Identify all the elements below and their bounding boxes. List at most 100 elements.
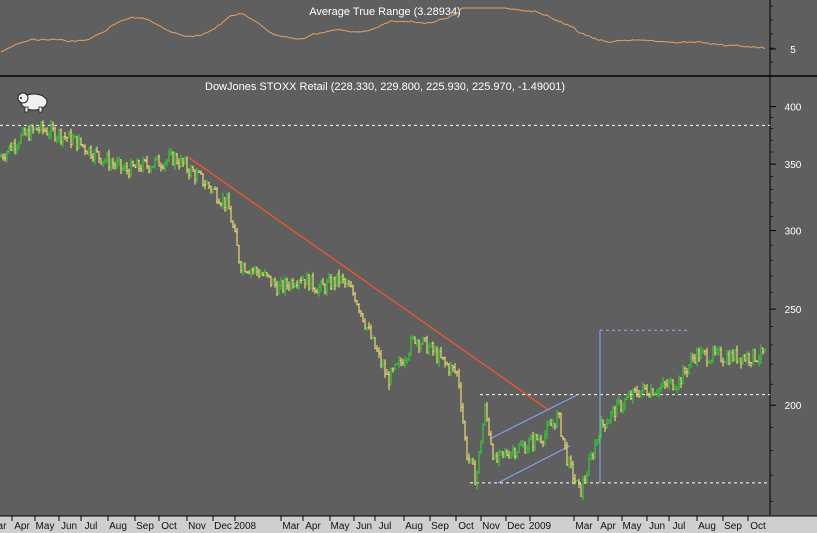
ohlc-bar <box>280 277 282 290</box>
ohlc-bar <box>396 362 398 366</box>
ohlc-bar <box>218 198 220 205</box>
ohlc-bar <box>542 440 544 448</box>
ohlc-bar <box>420 342 422 352</box>
ohlc-bar <box>8 145 10 155</box>
ohlc-bar <box>168 148 170 163</box>
ohlc-bar <box>670 377 672 385</box>
ohlc-bar <box>422 336 424 345</box>
ohlc-bar <box>30 124 32 141</box>
x-tick-label: Jul <box>379 521 392 532</box>
ohlc-bar <box>570 455 572 469</box>
ohlc-bar <box>338 269 340 288</box>
ohlc-bar <box>124 162 126 172</box>
ohlc-bar <box>506 449 508 457</box>
ohlc-bar <box>22 126 24 137</box>
ohlc-bar <box>582 475 584 500</box>
ohlc-bar <box>624 398 626 411</box>
ohlc-bar <box>348 279 350 287</box>
ohlc-bar <box>464 420 466 441</box>
ohlc-bar <box>394 363 396 371</box>
ohlc-bar <box>112 157 114 170</box>
ohlc-bar <box>720 346 722 363</box>
ohlc-bar <box>354 291 356 303</box>
ohlc-bar <box>600 415 602 439</box>
ohlc-bar <box>72 133 74 146</box>
ohlc-bar <box>426 335 428 354</box>
ohlc-bar <box>654 391 656 396</box>
ohlc-bar <box>652 388 654 396</box>
ohlc-bar <box>610 410 612 425</box>
ohlc-bar <box>282 279 284 294</box>
ohlc-bar <box>528 437 530 454</box>
ohlc-bar <box>592 452 594 460</box>
ohlc-bar <box>196 167 198 183</box>
ohlc-bar <box>544 430 546 446</box>
ohlc-bar <box>736 345 738 364</box>
atr-title: Average True Range (3.28934) <box>309 6 460 18</box>
ohlc-bar <box>178 158 180 170</box>
ohlc-bar <box>174 151 176 170</box>
ohlc-bar <box>454 363 456 374</box>
ohlc-bar <box>552 418 554 430</box>
ohlc-bar <box>764 348 766 353</box>
ohlc-bar <box>360 310 362 318</box>
ohlc-bar <box>120 159 122 175</box>
ohlc-bar <box>450 361 452 377</box>
ohlc-bar <box>718 346 720 356</box>
ohlc-bar <box>92 152 94 163</box>
ohlc-bar <box>0 153 2 158</box>
ohlc-bar <box>692 353 694 363</box>
ohlc-bar <box>656 388 658 397</box>
ohlc-bar <box>474 460 476 486</box>
ohlc-bar <box>538 434 540 443</box>
ohlc-bar <box>604 423 606 432</box>
ohlc-bar <box>106 151 108 163</box>
ohlc-bar <box>644 384 646 390</box>
ohlc-bar <box>116 156 118 169</box>
ohlc-bar <box>608 419 610 424</box>
ohlc-bar <box>510 451 512 460</box>
ohlc-bar <box>660 382 662 392</box>
ohlc-bar <box>638 390 640 398</box>
ohlc-bar <box>34 127 36 131</box>
ohlc-bar <box>748 352 750 366</box>
x-tick-label: Dec <box>507 521 525 532</box>
ohlc-bar <box>292 278 294 289</box>
ohlc-bar <box>558 412 560 419</box>
ohlc-bar <box>622 402 624 414</box>
ohlc-bar <box>672 379 674 391</box>
ohlc-bar <box>732 349 734 362</box>
ohlc-bar <box>152 165 154 169</box>
ohlc-bar <box>236 227 238 246</box>
x-tick-label: Aug <box>109 521 127 532</box>
ohlc-bar <box>330 274 332 290</box>
ohlc-bar <box>350 280 352 288</box>
ohlc-bar <box>260 269 262 277</box>
ohlc-bar <box>212 187 214 194</box>
ohlc-bar <box>316 288 318 294</box>
ohlc-bar <box>204 179 206 190</box>
ohlc-bar <box>66 136 68 143</box>
x-tick-label: 2008 <box>234 521 257 532</box>
ohlc-bar <box>478 451 480 474</box>
ohlc-bar <box>118 156 120 166</box>
ohlc-bar <box>44 127 46 133</box>
ohlc-bar <box>564 438 566 450</box>
ohlc-bar <box>84 144 86 156</box>
ohlc-bar <box>584 475 586 484</box>
ohlc-bar <box>52 121 54 132</box>
ohlc-bar <box>294 282 296 288</box>
ohlc-bar <box>716 347 718 356</box>
ohlc-bar <box>460 382 462 413</box>
ohlc-bar <box>550 418 552 427</box>
ohlc-bar <box>448 363 450 376</box>
ohlc-bar <box>684 366 686 375</box>
ohlc-bar <box>442 356 444 361</box>
ohlc-bar <box>636 385 638 398</box>
ohlc-bar <box>418 339 420 353</box>
ohlc-bar <box>42 120 44 135</box>
ohlc-bar <box>500 451 502 456</box>
ohlc-bar <box>150 165 152 174</box>
ohlc-bar <box>744 353 746 362</box>
